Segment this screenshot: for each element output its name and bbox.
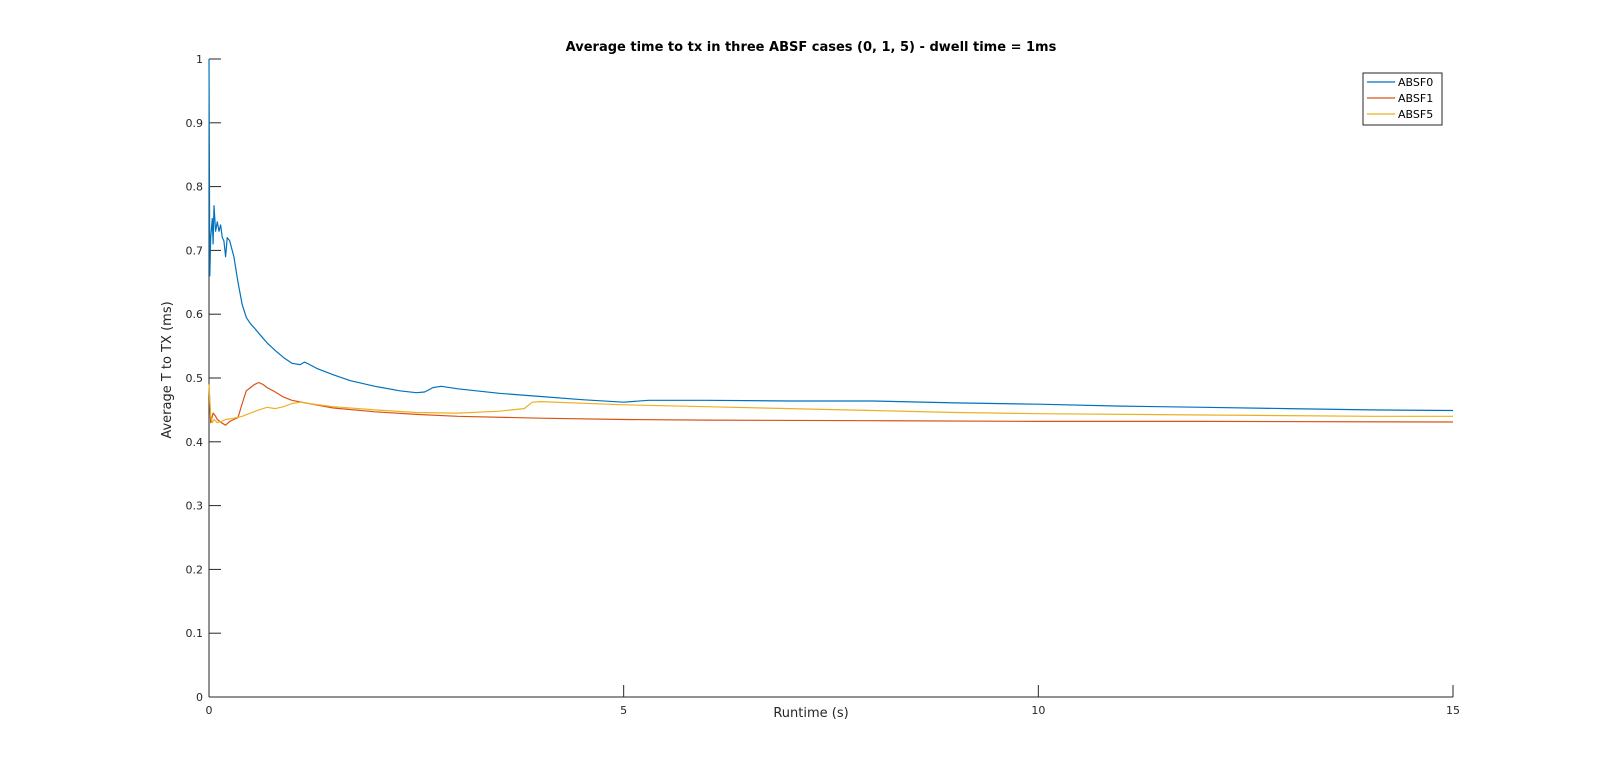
series-line-absf0 (208, 58, 1454, 412)
y-axis-label: Average T to TX (ms) (160, 301, 175, 438)
y-tick-label: 0.6 (186, 308, 204, 321)
y-tick-label: 0 (196, 691, 203, 704)
chart-title: Average time to tx in three ABSF cases (… (566, 40, 1057, 55)
x-axis-label: Runtime (s) (773, 706, 848, 721)
y-tick-label: 0.7 (186, 244, 204, 257)
series-line-absf5 (208, 384, 1453, 424)
y-tick-label: 0.2 (186, 563, 204, 576)
series-lines (208, 58, 1454, 426)
y-tick-label: 0.5 (186, 372, 204, 385)
series-line-absf1 (208, 381, 1454, 426)
x-tick-label: 10 (1031, 704, 1045, 717)
legend-entry: ABSF1 (1398, 92, 1433, 105)
legend: ABSF0 ABSF1 ABSF5 (1362, 72, 1443, 126)
x-tick-label: 0 (206, 704, 213, 717)
legend-entry: ABSF5 (1398, 108, 1433, 121)
y-tick-label: 0.4 (186, 436, 204, 449)
tick-labels: 0 5 10 15 0 0.1 0.2 0.3 0.4 0.5 0.6 0.7 0.8 0.9 1 (186, 53, 1461, 717)
y-tick-label: 0.1 (186, 627, 204, 640)
x-tick-label: 15 (1446, 704, 1460, 717)
legend-entry: ABSF0 (1398, 76, 1433, 89)
y-tick-label: 1 (196, 53, 203, 66)
y-tick-label: 0.3 (186, 500, 204, 513)
x-tick-label: 5 (620, 704, 627, 717)
y-tick-label: 0.9 (186, 117, 204, 130)
y-tick-label: 0.8 (186, 181, 204, 194)
